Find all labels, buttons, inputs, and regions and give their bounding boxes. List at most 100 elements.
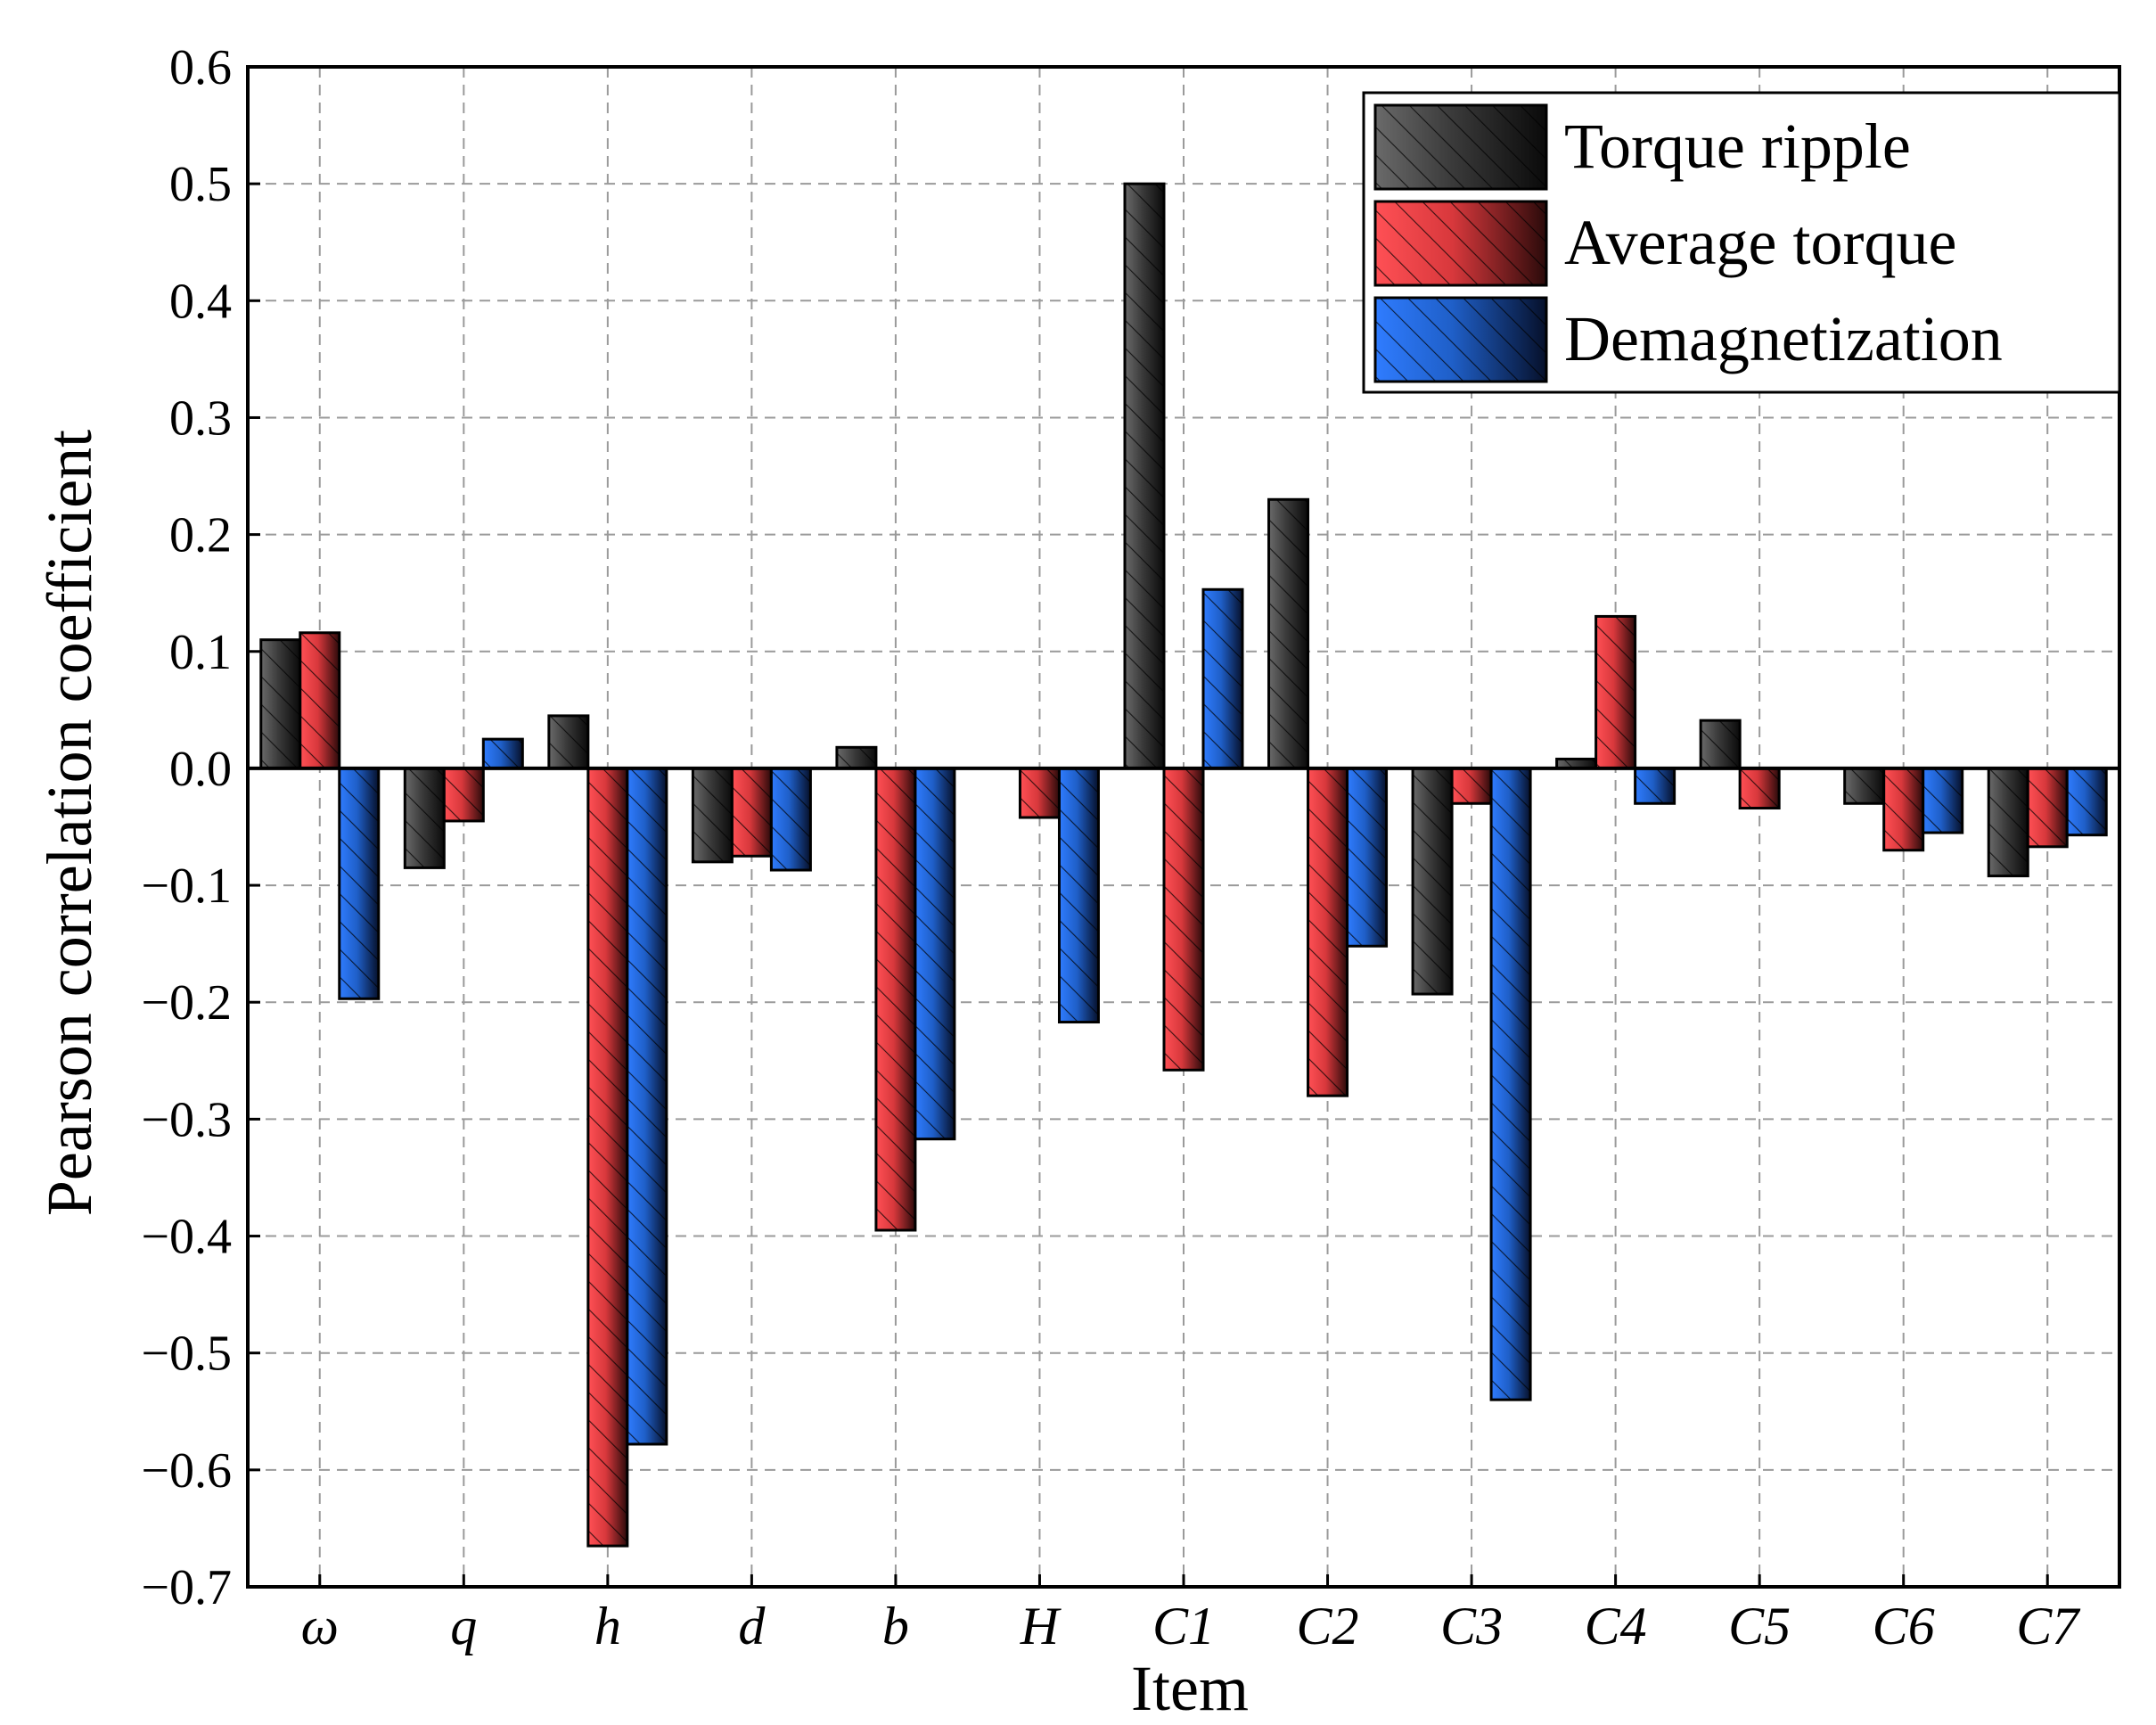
x-tick-label: C5 [1728,1597,1791,1655]
y-tick-label: −0.4 [141,1210,232,1265]
bar-outline [1411,767,1454,996]
y-tick-label: 0.5 [169,157,232,212]
bar-outline [2065,767,2108,837]
bar-outline [1699,719,1742,770]
bar [1450,767,1493,805]
bar [1699,719,1742,770]
bar [1346,767,1389,948]
x-tick-label: h [594,1597,621,1655]
bar [914,767,956,1141]
bar [259,638,302,770]
bar-outline [1201,587,1244,770]
y-tick-label: −0.5 [141,1327,232,1382]
x-tick-label: C1 [1152,1597,1215,1655]
bar [547,714,590,770]
bar-outline [2026,767,2069,849]
x-tick-label: C3 [1440,1597,1503,1655]
bar-outline [1843,767,1886,805]
bar [1123,182,1166,770]
bar-outline [259,638,302,770]
x-tick-label: b [882,1597,909,1655]
x-tick-label: C6 [1873,1597,1935,1655]
bar-outline [1267,497,1310,770]
bar-outline [1882,767,1925,852]
bar-outline [691,767,734,864]
bar-outline [1634,767,1676,805]
y-tick-label: 0.3 [169,390,232,446]
bar [1489,767,1532,1401]
legend-label: Average torque [1564,207,1956,278]
bar-outline [1346,767,1389,948]
bar [769,767,812,872]
bar-outline [1738,767,1781,810]
bar-outline [1594,614,1637,770]
bar-outline [1489,767,1532,1401]
legend-item: Torque ripple [1373,103,1911,191]
legend-label: Demagnetization [1564,303,2003,374]
bar [835,745,878,770]
bar-outline [547,714,590,770]
x-tick-label: ω [301,1597,339,1655]
bar [1307,767,1349,1097]
bar-outline [1018,767,1061,819]
bar [1201,587,1244,770]
bar [1411,767,1454,996]
y-tick-label: −0.3 [141,1092,232,1147]
bar [1594,614,1637,770]
y-tick-label: −0.7 [141,1560,232,1615]
bar [338,767,381,1000]
bar-outline [626,767,668,1446]
bar [403,767,446,869]
y-tick-label: 0.2 [169,508,232,563]
bar [1843,767,1886,805]
y-tick-label: −0.6 [141,1443,232,1499]
y-tick-label: 0.0 [169,742,232,797]
x-tick-label: C4 [1585,1597,1647,1655]
bar [1987,767,2029,878]
x-tick-label: C2 [1297,1597,1359,1655]
bar [1162,767,1205,1072]
bar [691,767,734,864]
bar [874,767,917,1232]
x-tick-label: H [1020,1597,1062,1655]
y-tick-label: 0.6 [169,40,232,95]
bar-outline [1123,182,1166,770]
bar [1057,767,1100,1024]
bar-outline [586,767,629,1548]
bar [2026,767,2069,849]
bar-outline [299,631,341,770]
legend-item: Demagnetization [1373,296,2003,383]
legend-swatch-hatch [1375,201,1546,285]
bar [1738,767,1781,810]
y-tick-label: −0.1 [141,858,232,914]
bar-outline [835,745,878,770]
y-axis-title: Pearson correlation coefficient [34,430,105,1216]
x-tick-label: d [738,1597,766,1655]
bar-outline [403,767,446,869]
legend: Torque ripple Average torque Demagnetizati… [1362,91,2121,394]
bar-outline [730,767,773,858]
legend-swatch-hatch [1375,105,1546,189]
x-axis-title: Item [1131,1653,1249,1724]
bar [626,767,668,1446]
bar-outline [914,767,956,1141]
y-axis-ticks: 0.6 0.5 0.4 0.3 0.2 0.1 0.0 −0.1 −0.2 −0.3 −0.4 −0.… [141,40,260,1615]
bar [1018,767,1061,819]
bar [1882,767,1925,852]
x-tick-label: q [450,1597,477,1655]
bar-outline [481,737,524,770]
bar-outline [1922,767,1964,834]
legend-item: Average torque [1373,200,1956,287]
x-tick-label: C7 [2016,1597,2081,1655]
legend-swatch-hatch [1375,298,1546,382]
bar-outline [1450,767,1493,805]
bar-outline [1307,767,1349,1097]
bar [442,767,485,823]
bar [481,737,524,770]
x-axis-categories: ω q h d b H C1 C2 C3 C4 C5 C6 C7 [301,1574,2081,1655]
bar-outline [1162,767,1205,1072]
bar [2065,767,2108,837]
bar [730,767,773,858]
bar [1922,767,1964,834]
